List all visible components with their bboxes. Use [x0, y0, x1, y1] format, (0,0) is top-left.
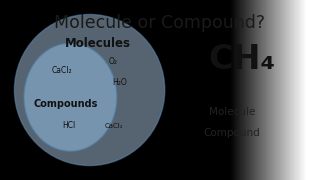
Text: Molecule: Molecule — [209, 107, 255, 117]
Text: O₂: O₂ — [109, 57, 118, 66]
Text: H₂O: H₂O — [113, 78, 127, 87]
Ellipse shape — [14, 14, 165, 166]
Text: Compound: Compound — [204, 128, 260, 138]
Text: Molecules: Molecules — [65, 37, 131, 50]
Text: CaCl₂: CaCl₂ — [52, 66, 73, 75]
Text: HCl: HCl — [62, 122, 76, 130]
Text: CaCl₂: CaCl₂ — [104, 123, 123, 129]
Text: CH₄: CH₄ — [208, 43, 275, 76]
Text: Molecule or Compound?: Molecule or Compound? — [54, 14, 266, 32]
Ellipse shape — [24, 43, 117, 151]
Text: Compounds: Compounds — [33, 99, 98, 109]
